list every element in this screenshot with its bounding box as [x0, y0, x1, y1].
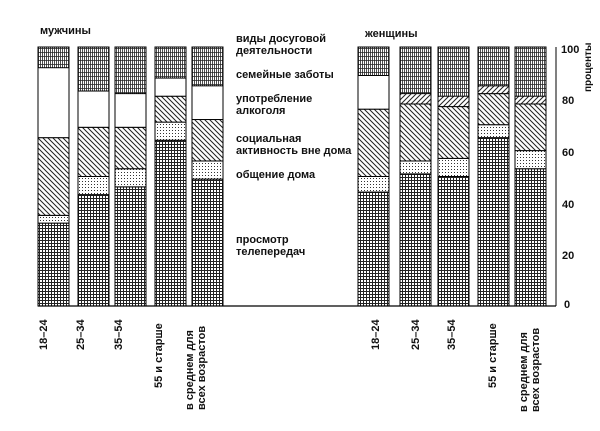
bar-segment-family-0-3	[154, 77, 187, 97]
bar-segment-home-0-0	[37, 214, 70, 224]
bar-segment-social-1-0	[357, 108, 390, 177]
cat-label-men-1: 18–24	[38, 319, 50, 350]
y-tick-40: 40	[562, 199, 575, 211]
bar-segment-social-0-4	[191, 119, 224, 162]
bar-segment-social-0-3	[154, 95, 187, 123]
bar-segment-family-0-2	[114, 93, 147, 128]
bar-segment-home-1-0	[357, 176, 390, 193]
bar-segment-home-0-1	[77, 176, 110, 196]
bar-segment-tv-1-2	[437, 176, 470, 307]
bar-segment-home-1-1	[399, 160, 432, 175]
legend-social: социальная активность вне дома	[236, 133, 352, 157]
bar-segment-tv-0-0	[37, 222, 70, 307]
bar-segment-tv-1-1	[399, 173, 432, 307]
bar-segment-tv-1-0	[357, 191, 390, 307]
y-tick-60: 60	[562, 147, 575, 159]
bar-segment-social-1-2	[437, 106, 470, 159]
bar-segment-home-1-2	[437, 157, 470, 177]
legend-tv: просмотр телепередач	[236, 234, 306, 258]
bar-segment-social-1-4	[514, 103, 547, 152]
group-title-men: мужчины	[40, 25, 91, 37]
bar-segment-home-1-4	[514, 150, 547, 170]
bar-segment-home-0-2	[114, 168, 147, 188]
cat-label-men-2: 25–34	[75, 319, 87, 350]
y-tick-100: 100	[561, 44, 580, 56]
bar-segment-alcohol-1-1	[399, 93, 432, 105]
legend-home: общение дома	[236, 169, 316, 181]
y-axis-label: проценты	[583, 42, 594, 92]
bar-segment-social-0-0	[37, 137, 70, 216]
bar-segment-social-0-1	[77, 126, 110, 177]
y-tick-20: 20	[562, 250, 575, 262]
bar-segment-family-0-4	[191, 85, 224, 121]
y-tick-0: 0	[564, 299, 571, 311]
legend-alcohol: употребление алкоголя	[236, 93, 313, 117]
cat-label-women-5: в среднем для всех возрастов	[518, 327, 542, 412]
bar-segment-tv-0-2	[114, 186, 147, 307]
bar-segment-tv-0-3	[154, 139, 187, 307]
y-tick-80: 80	[562, 95, 575, 107]
bar-segment-family-0-0	[37, 67, 70, 139]
bar-segment-tv-1-4	[514, 168, 547, 307]
group-title-women: женщины	[365, 28, 418, 40]
bar-segment-family-1-0	[357, 74, 390, 110]
bar-segment-tv-0-1	[77, 194, 110, 307]
bar-segment-alcohol-1-2	[437, 95, 470, 108]
bar-segment-family-0-1	[77, 90, 110, 128]
bar-segment-alcohol-1-3	[477, 85, 510, 95]
bar-segment-tv-1-3	[477, 137, 510, 307]
bar-segment-tv-0-4	[191, 178, 224, 307]
bar-segment-home-1-3	[477, 124, 510, 139]
bar-segment-alcohol-1-4	[514, 95, 547, 105]
cat-label-women-4: 55 и старше	[487, 323, 499, 388]
legend-title: виды досуговой деятельности	[236, 33, 327, 57]
bar-segment-social-0-2	[114, 126, 147, 170]
cat-label-women-3: 35–54	[446, 319, 458, 350]
bar-segment-social-1-3	[477, 93, 510, 126]
cat-label-women-1: 18–24	[370, 319, 382, 350]
cat-label-women-2: 25–34	[410, 319, 422, 350]
legend-family: семейные заботы	[236, 69, 334, 81]
bar-segment-home-0-3	[154, 121, 187, 141]
cat-label-men-5: в среднем для всех возрастов	[184, 325, 208, 410]
cat-label-men-3: 35–54	[113, 319, 125, 350]
bar-segment-home-0-4	[191, 160, 224, 180]
bar-segment-social-1-1	[399, 103, 432, 162]
cat-label-men-4: 55 и старше	[153, 323, 165, 388]
